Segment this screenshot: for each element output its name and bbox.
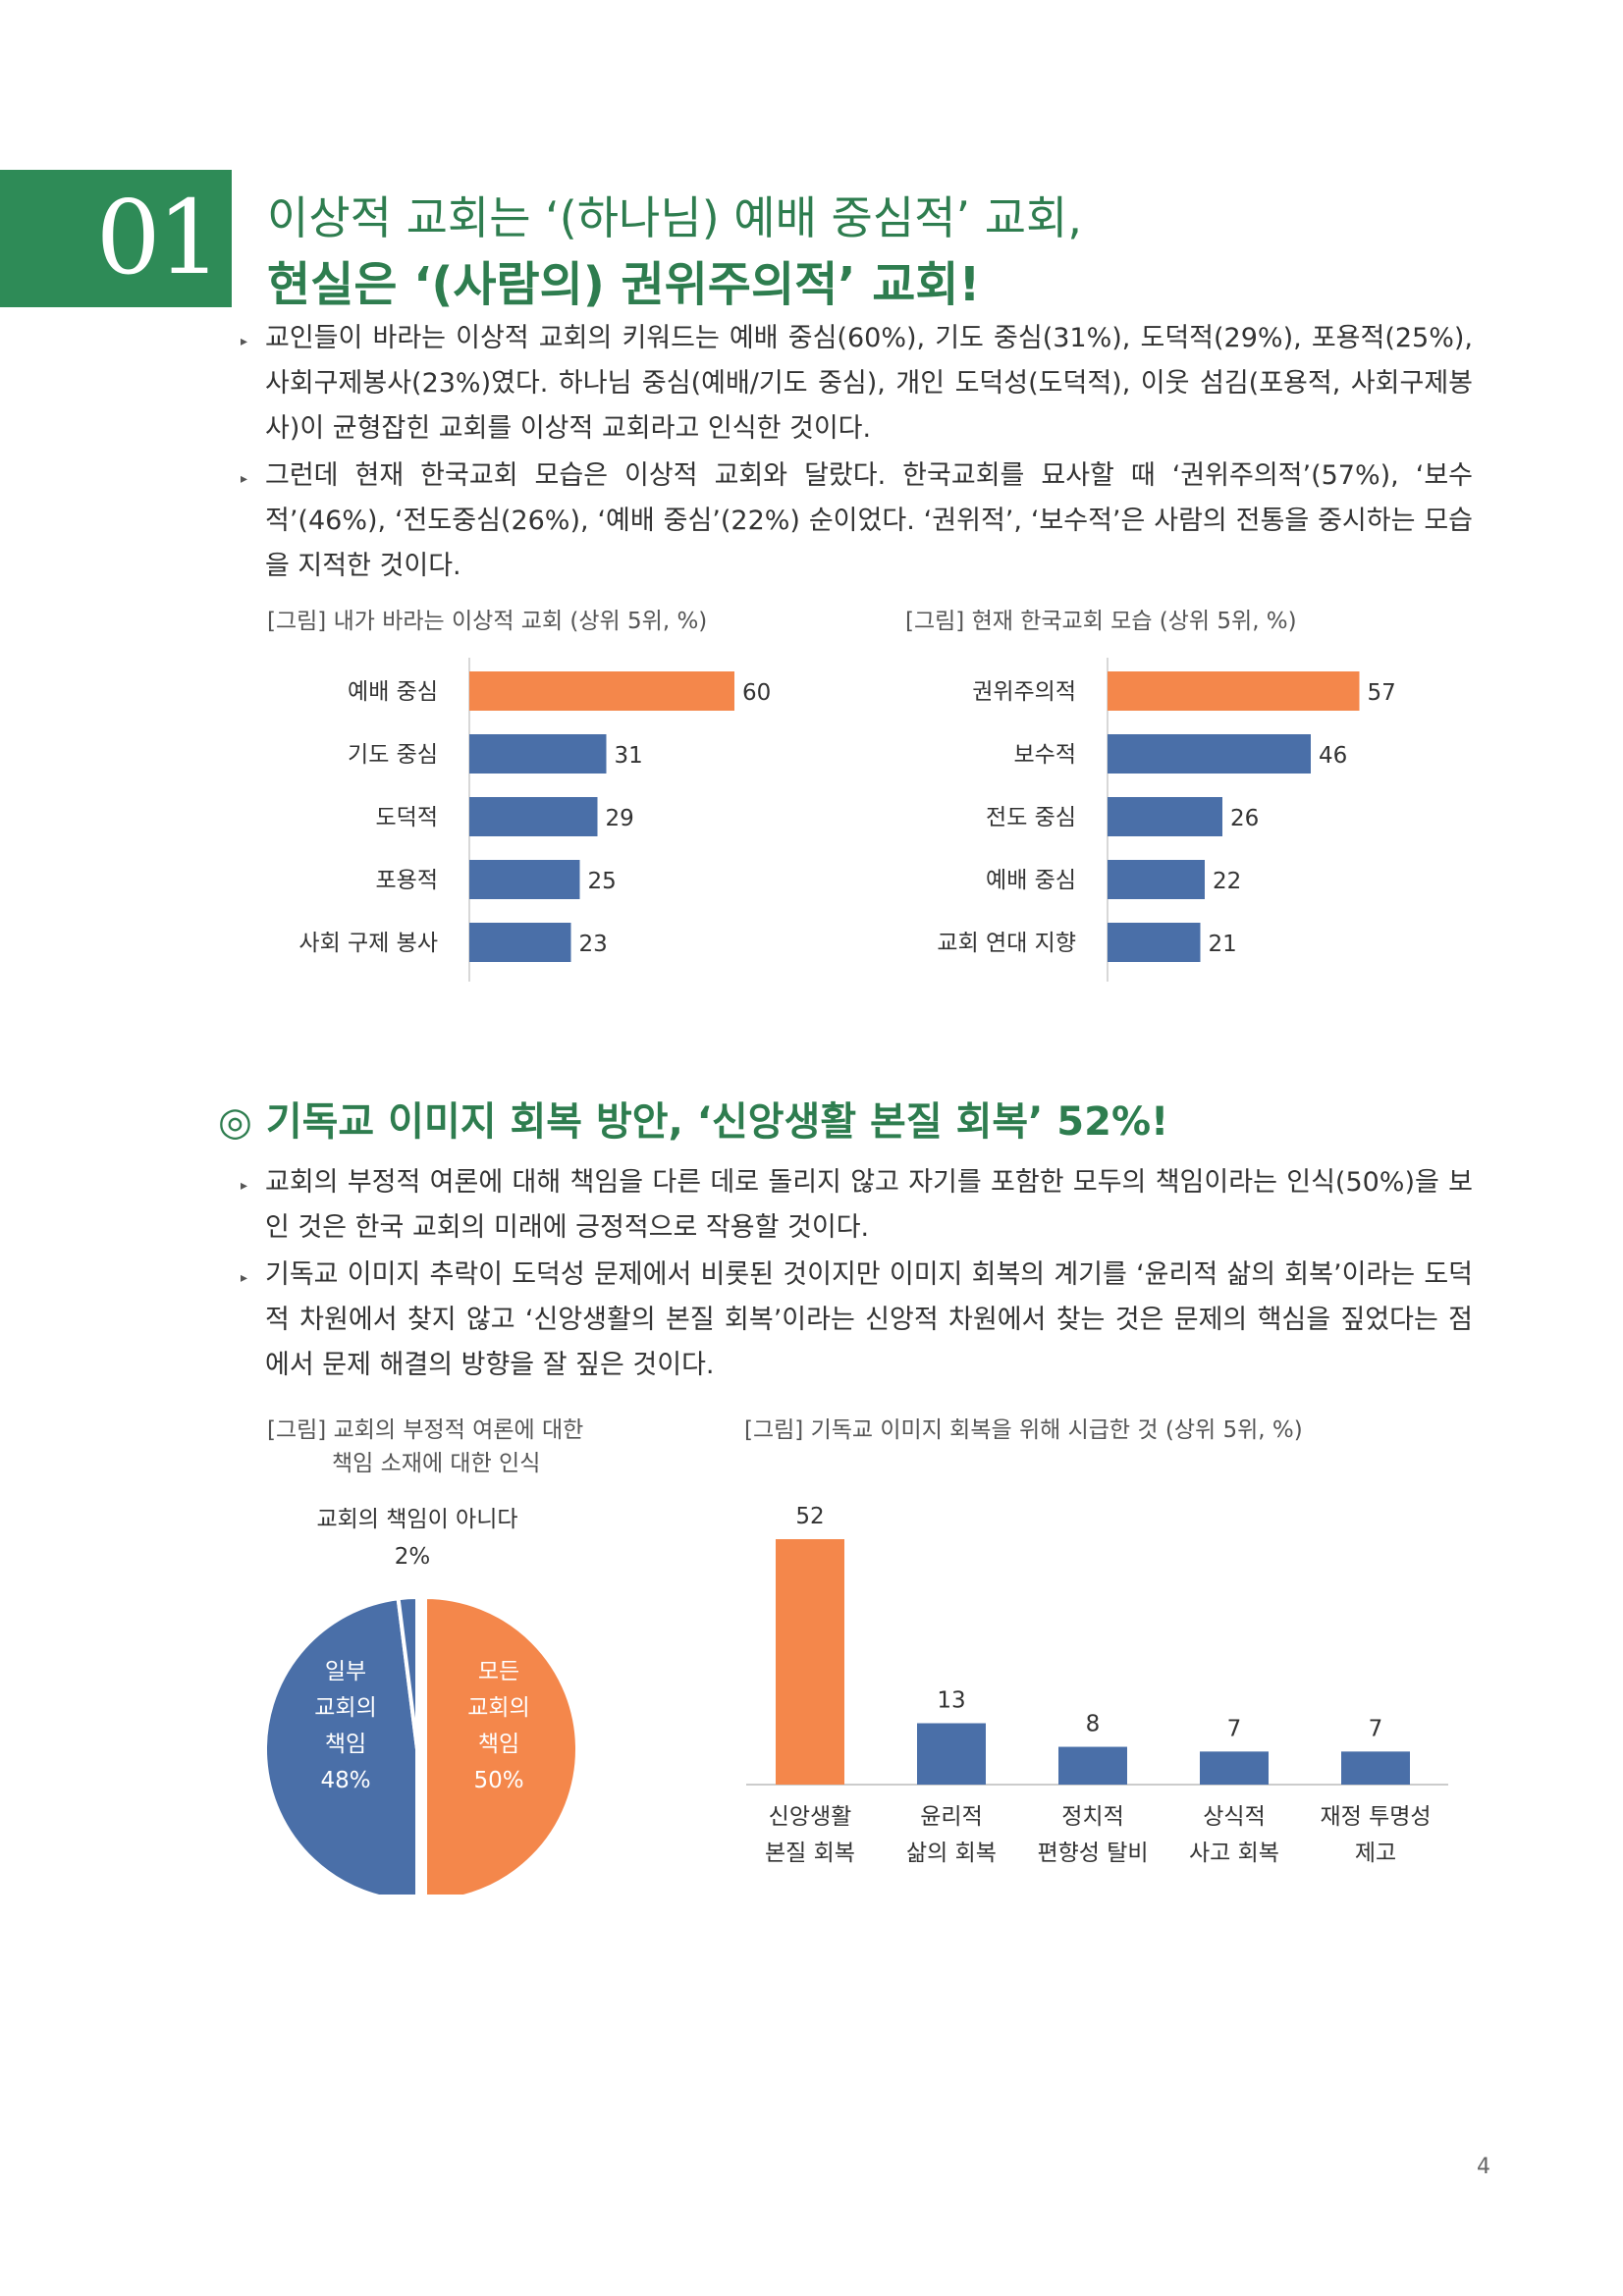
data-label: 21 xyxy=(1209,932,1237,957)
bullet-icon: ▸ xyxy=(241,471,248,487)
data-label: 60 xyxy=(742,680,771,706)
chart-caption: [그림] 현재 한국교회 모습 (상위 5위, %) xyxy=(905,609,1297,634)
category-label: 포용적 xyxy=(376,868,438,893)
category-label: 정치적 xyxy=(1061,1804,1123,1830)
category-label: 권위주의적 xyxy=(972,679,1076,705)
section-title-line1: 이상적 교회는 ‘(하나님) 예배 중심적’ 교회, xyxy=(267,191,1082,244)
category-label: 편향성 탈비 xyxy=(1037,1841,1148,1866)
bar xyxy=(469,923,571,962)
body-paragraph: 그런데 현재 한국교회 모습은 이상적 교회와 달랐다. 한국교회를 묘사할 때… xyxy=(265,460,1473,581)
data-label: 31 xyxy=(615,743,643,769)
data-label: 8 xyxy=(1086,1712,1101,1737)
bar xyxy=(1200,1751,1269,1785)
bar xyxy=(917,1723,986,1785)
data-label: 57 xyxy=(1368,680,1396,706)
data-label: 22 xyxy=(1213,869,1241,894)
body-paragraph: 교인들이 바라는 이상적 교회의 키워드는 예배 중심(60%), 기도 중심(… xyxy=(265,323,1473,444)
section-title-line2: 현실은 ‘(사람의) 권위주의적’ 교회! xyxy=(267,257,981,312)
bullet-icon: ▸ xyxy=(241,1178,248,1194)
section-number-block: 01 xyxy=(0,170,232,307)
bar xyxy=(1108,797,1222,836)
data-label: 26 xyxy=(1230,806,1259,831)
category-label: 신앙생활 xyxy=(769,1804,852,1830)
sub-heading: ◎ 기독교 이미지 회복 방안, ‘신앙생활 본질 회복’ 52%! xyxy=(218,1099,1169,1145)
data-label: 29 xyxy=(606,806,634,831)
bar xyxy=(1058,1746,1127,1785)
slice-label: 책임 xyxy=(325,1732,366,1757)
data-label: 7 xyxy=(1369,1716,1383,1741)
category-label: 제고 xyxy=(1355,1841,1396,1866)
slice-value: 50% xyxy=(473,1768,523,1793)
category-label: 교회 연대 지향 xyxy=(937,931,1076,956)
category-label: 전도 중심 xyxy=(986,805,1076,830)
bar xyxy=(1108,671,1360,711)
bar xyxy=(1108,734,1311,774)
bar xyxy=(776,1539,844,1785)
category-label: 사고 회복 xyxy=(1189,1841,1279,1866)
chart-ideal-church: 예배 중심 60 기도 중심 31 도덕적 29 포용적 25 사회 구제 봉사 23 xyxy=(298,658,771,982)
bar xyxy=(1341,1751,1410,1785)
body-paragraph: 기독교 이미지 추락이 도덕성 문제에서 비롯된 것이지만 이미지 회복의 계기… xyxy=(265,1259,1473,1380)
chart-caption: [그림] 기독교 이미지 회복을 위해 시급한 것 (상위 5위, %) xyxy=(744,1417,1303,1443)
chart-current-church: 권위주의적 57 보수적 46 전도 중심 26 예배 중심 22 교회 연대 지향 21 xyxy=(937,658,1396,982)
data-label: 7 xyxy=(1227,1716,1242,1741)
category-label: 윤리적 xyxy=(920,1804,982,1830)
slice-label: 모든 xyxy=(478,1659,519,1684)
category-label: 기도 중심 xyxy=(348,742,438,768)
slice-label: 일부 xyxy=(325,1659,366,1684)
category-label: 본질 회복 xyxy=(765,1841,855,1866)
bullet-icon: ▸ xyxy=(241,1270,248,1286)
category-label: 삶의 회복 xyxy=(906,1841,997,1866)
pie-slice xyxy=(396,1594,419,1750)
data-label: 46 xyxy=(1319,743,1347,769)
slice-value: 48% xyxy=(320,1768,370,1793)
bar xyxy=(1108,923,1201,962)
slice-value: 2% xyxy=(395,1544,431,1570)
category-label: 보수적 xyxy=(1014,742,1076,768)
category-label: 예배 중심 xyxy=(986,868,1076,893)
chart-caption: [그림] 내가 바라는 이상적 교회 (상위 5위, %) xyxy=(267,609,708,634)
bar xyxy=(469,734,607,774)
bullet-icon: ▸ xyxy=(241,334,248,349)
category-label: 도덕적 xyxy=(376,805,438,830)
data-label: 25 xyxy=(588,869,617,894)
slice-label: 교회의 xyxy=(314,1695,376,1721)
category-label: 상식적 xyxy=(1203,1804,1265,1830)
chart-caption: [그림] 교회의 부정적 여론에 대한 xyxy=(267,1417,584,1443)
bar xyxy=(469,860,580,899)
data-label: 52 xyxy=(795,1504,824,1529)
chart-caption: 책임 소재에 대한 인식 xyxy=(332,1451,541,1476)
slice-label: 교회의 xyxy=(467,1695,529,1721)
body-paragraph: 교회의 부정적 여론에 대해 책임을 다른 데로 돌리지 않고 자기를 포함한 … xyxy=(265,1167,1473,1243)
slice-label: 책임 xyxy=(478,1732,519,1757)
page-number: 4 xyxy=(1477,2155,1490,2179)
bar xyxy=(469,797,598,836)
bar xyxy=(469,671,734,711)
slice-label: 교회의 책임이 아니다 xyxy=(316,1507,517,1532)
pie-slice xyxy=(262,1595,419,1895)
category-label: 사회 구제 봉사 xyxy=(298,931,438,956)
section-number: 01 xyxy=(95,178,222,297)
category-label: 예배 중심 xyxy=(348,679,438,705)
bar xyxy=(1108,860,1205,899)
data-label: 23 xyxy=(579,932,608,957)
category-label: 재정 투명성 xyxy=(1320,1804,1431,1830)
data-label: 13 xyxy=(937,1688,965,1714)
pie-slice xyxy=(423,1594,579,1895)
